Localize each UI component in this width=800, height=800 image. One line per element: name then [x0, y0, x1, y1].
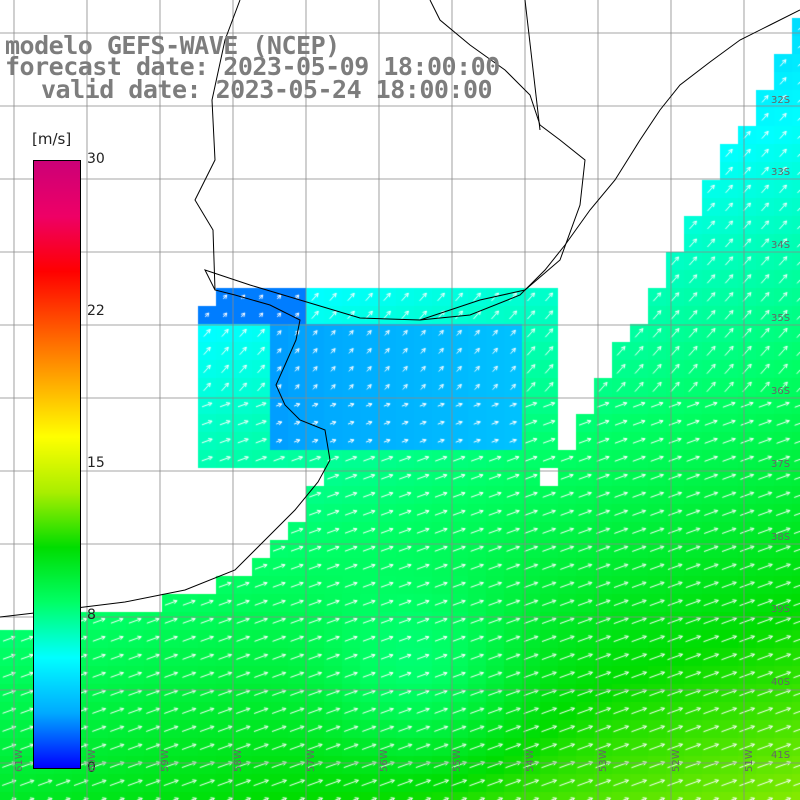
colorbar-tick-label: 22	[87, 303, 105, 319]
lat-label: 38S	[771, 532, 791, 543]
colorbar-tick-label: 15	[87, 455, 105, 471]
forecast-date: forecast date: 2023-05-09 18:00:00	[5, 52, 500, 81]
lat-label: 33S	[771, 167, 791, 178]
colorbar	[33, 160, 81, 769]
lat-label: 41S	[771, 750, 791, 761]
model-title: modelo GEFS-WAVE (NCEP)	[5, 31, 340, 60]
lon-label: 57W	[306, 749, 317, 772]
lon-label: 53W	[598, 749, 609, 772]
lon-label: 54W	[525, 749, 536, 772]
lon-label: 51W	[744, 749, 755, 772]
lat-label: 39S	[771, 604, 791, 615]
colorbar-tick-label: 30	[87, 151, 105, 167]
lon-label: 58W	[233, 749, 244, 772]
lat-label: 40S	[771, 677, 791, 688]
lat-label: 34S	[771, 240, 791, 251]
colorbar-tick-label: 8	[87, 607, 96, 623]
coastline	[419, 0, 586, 321]
lat-label: 35S	[771, 313, 791, 324]
lat-label: 36S	[771, 386, 791, 397]
lon-label: 61W	[14, 749, 25, 772]
lat-label: 37S	[771, 459, 791, 470]
lat-label: 32S	[771, 95, 791, 106]
lon-label: 52W	[671, 749, 682, 772]
coastline	[194, 0, 241, 291]
coastline	[524, 0, 541, 131]
valid-date: valid date: 2023-05-24 18:00:00	[41, 75, 493, 104]
lon-label: 59W	[160, 749, 171, 772]
lon-label: 56W	[379, 749, 390, 772]
lon-label: 60W	[87, 749, 98, 772]
colorbar-unit: [m/s]	[32, 130, 72, 148]
colorbar-tick-label: 0	[87, 760, 96, 776]
lon-label: 55W	[452, 749, 463, 772]
